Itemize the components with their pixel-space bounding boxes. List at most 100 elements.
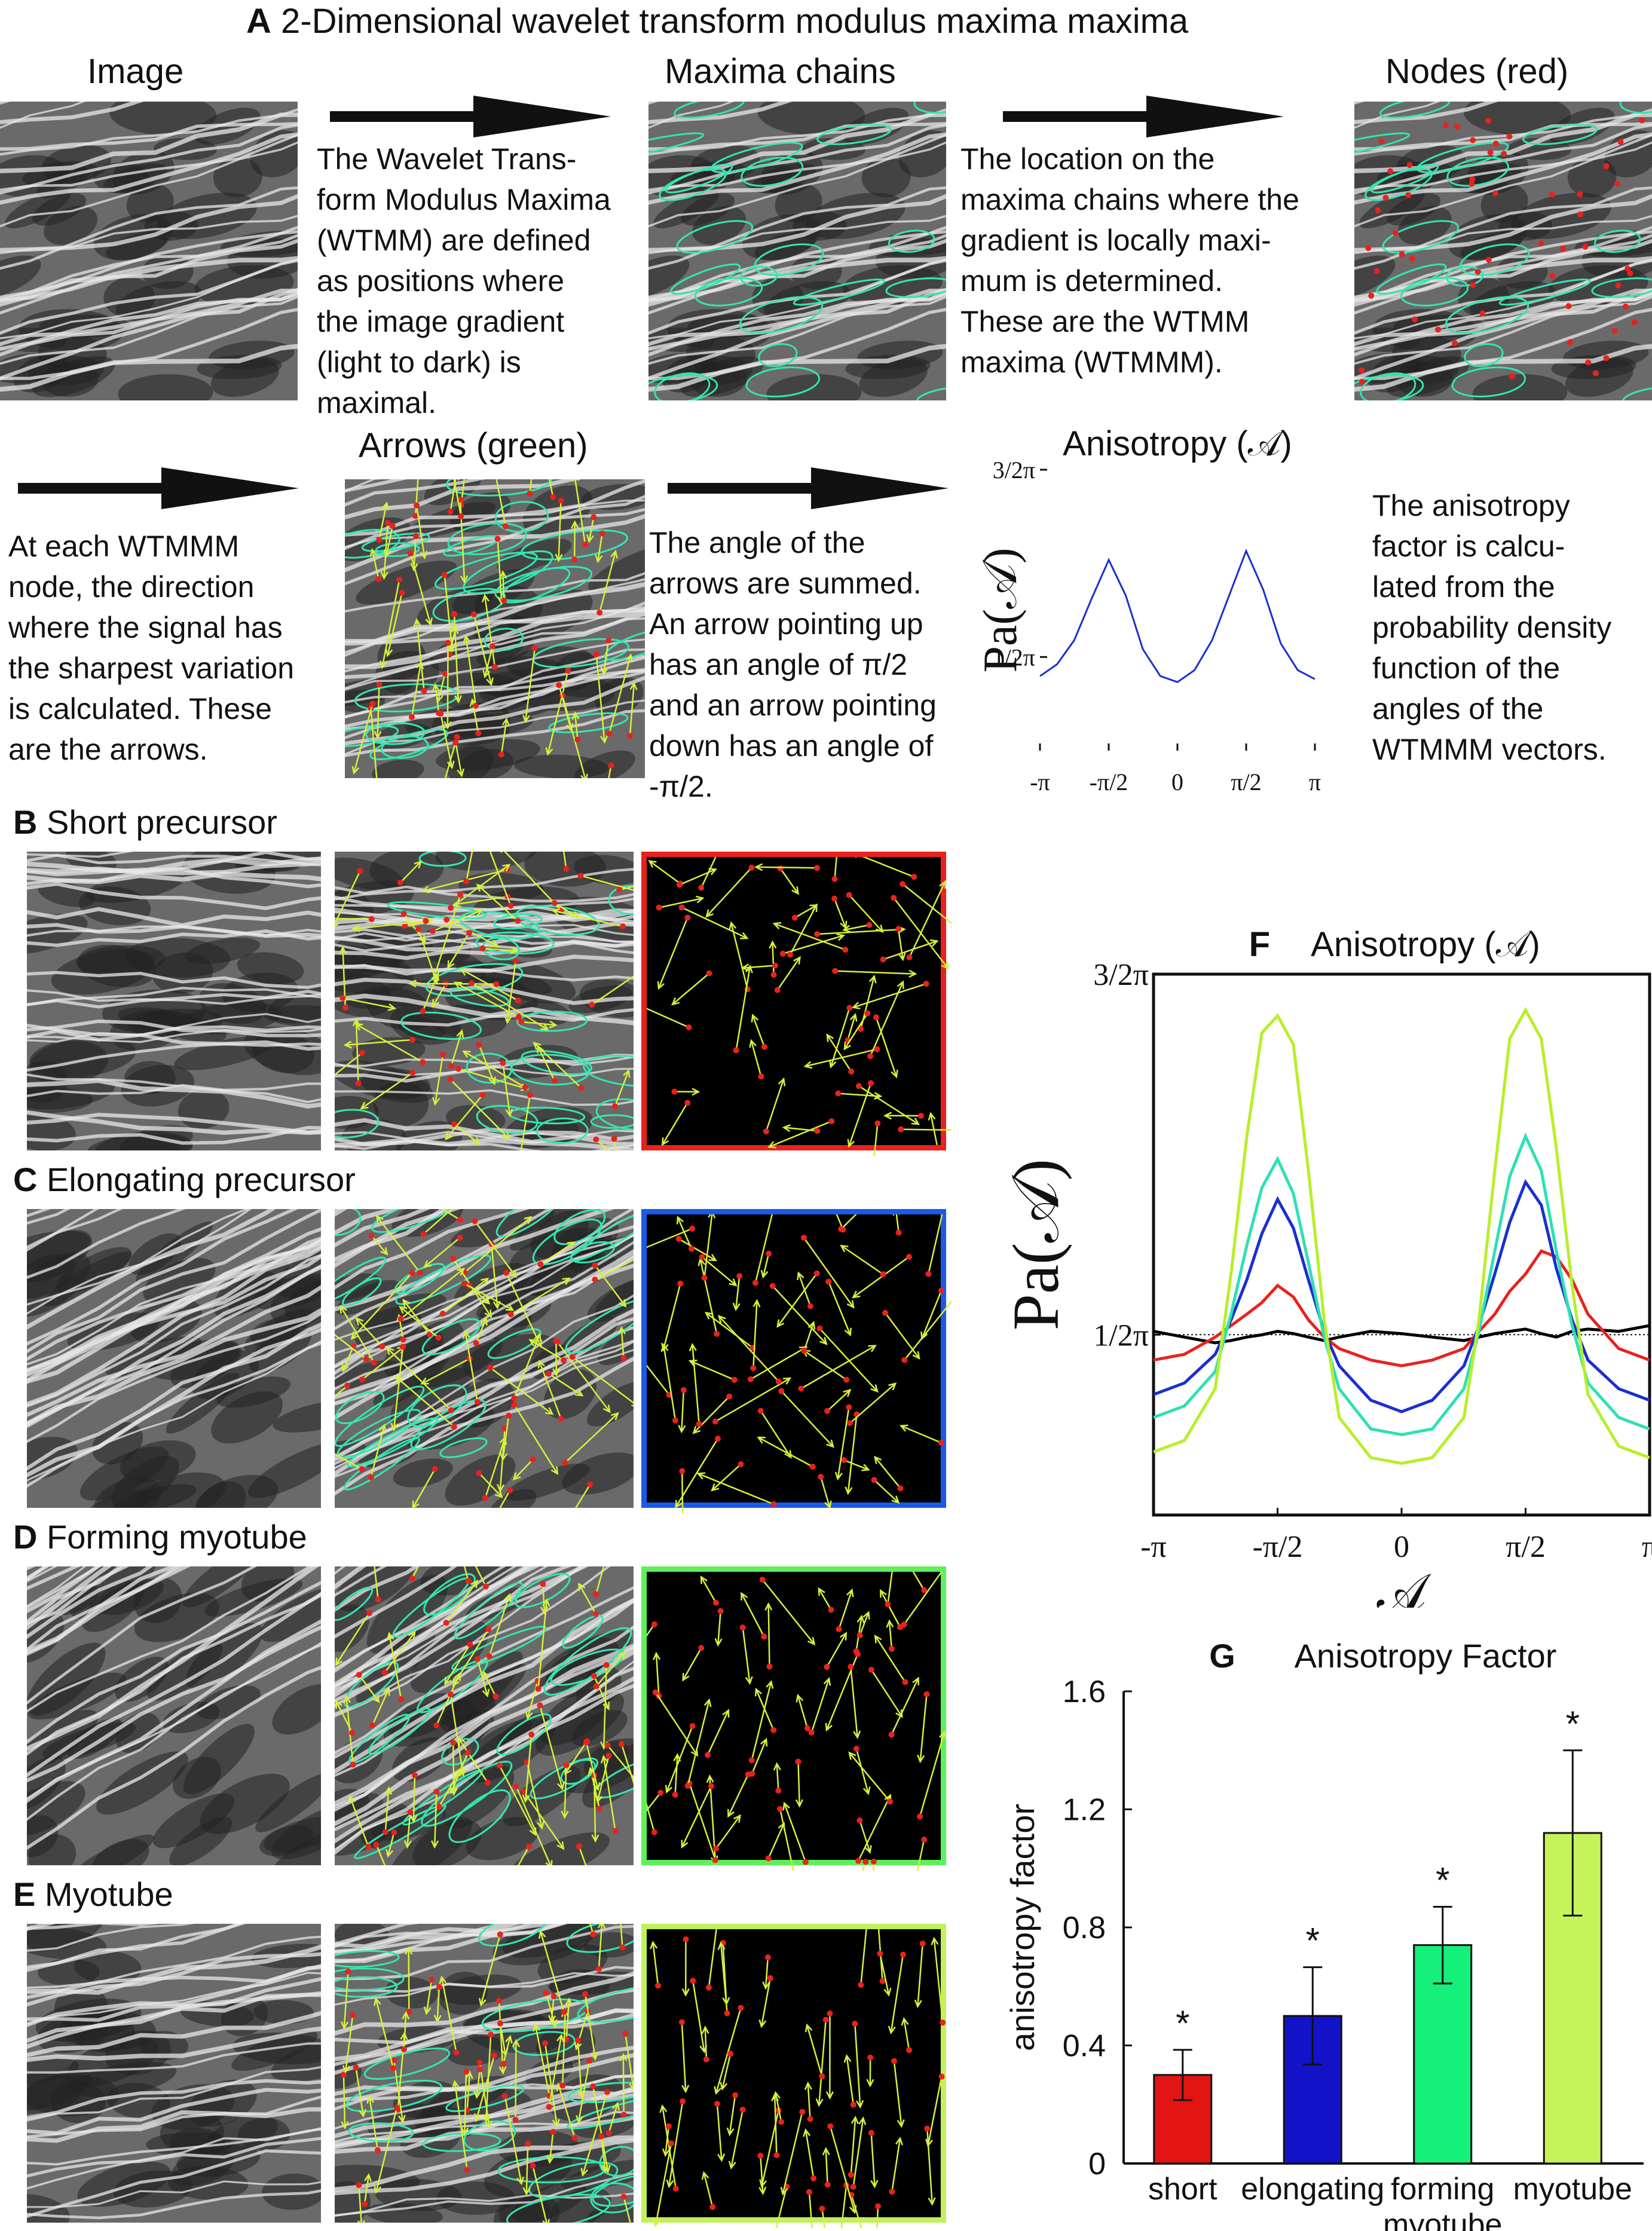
arrow-head [858, 2116, 867, 2125]
wtmmm-node [371, 1359, 377, 1366]
arrow-head [409, 1814, 418, 1823]
arrow-head [824, 1500, 832, 1510]
gradient-arrow [840, 1195, 876, 1230]
membrane-line [27, 1209, 123, 1252]
wtmmm-node [512, 2116, 519, 2123]
arrow-head [504, 1593, 512, 1602]
membrane-line [648, 194, 946, 252]
gradient-arrow [355, 1019, 359, 1084]
gradient-arrow [432, 983, 446, 1007]
gradient-arrow [400, 1268, 464, 1320]
membrane-line [335, 978, 634, 1005]
gradient-arrow [597, 533, 603, 562]
dark-cell-shape [410, 1620, 489, 1693]
gradient-arrow [678, 1238, 717, 1261]
membrane-line [335, 1127, 634, 1147]
arrow-head [480, 1317, 488, 1326]
wtmmm-node [1639, 117, 1645, 124]
arrow-head [617, 1326, 626, 1335]
wtmmm-node [802, 1859, 809, 1865]
maxima-chain [565, 1298, 634, 1354]
arrow-head [804, 2081, 812, 2091]
gradient-arrow [378, 503, 388, 540]
gradient-arrow [840, 2185, 848, 2231]
arrow-head [505, 1108, 513, 1118]
gradient-arrow [513, 1459, 534, 1480]
arrow-head [678, 1425, 686, 1434]
gradient-arrow [825, 2149, 828, 2185]
maxima-chain [536, 1117, 589, 1144]
arrow-head [891, 1495, 900, 1504]
wtmmm-node [696, 1421, 702, 1427]
wtmmm-node [713, 1845, 720, 1851]
wtmmm-node [407, 550, 414, 557]
wtmmm-node [620, 2111, 627, 2118]
wtmmm-node [850, 2184, 856, 2190]
dark-cell-shape [371, 1804, 446, 1841]
wtmmm-node [824, 2181, 831, 2188]
arrow-head [766, 1680, 774, 1689]
significance-marker: * [1306, 1921, 1320, 1961]
gradient-arrow [838, 1589, 853, 1630]
wtmmm-node [491, 664, 498, 671]
wtmmm-node [698, 1645, 705, 1651]
gradient-arrow [465, 636, 477, 706]
gradient-arrow [622, 2054, 625, 2115]
arrow-head [383, 1687, 390, 1696]
wtmmm-node [447, 1076, 454, 1083]
membrane-line [335, 2074, 634, 2111]
wtmmm-node [1611, 328, 1618, 334]
gradient-arrow [421, 1358, 470, 1385]
dark-cell-shape [27, 1230, 93, 1283]
membrane-line [27, 1566, 102, 1609]
gradient-arrow [371, 549, 380, 580]
gradient-arrow [828, 1281, 851, 1336]
membrane-line [335, 963, 634, 982]
gradient-arrow [620, 1744, 634, 1785]
arrow-head [339, 1305, 347, 1314]
gradient-arrow [852, 1256, 910, 1298]
wtmmm-node [686, 1024, 692, 1031]
wtmmm-node [831, 876, 838, 882]
gradient-arrow [600, 2136, 607, 2172]
wtmmm-node [679, 1468, 686, 1474]
wtmmm-node [362, 2201, 368, 2207]
wtmmm-node [440, 1051, 446, 1058]
wtmmm-node [469, 980, 475, 986]
wtmmm-node [1479, 310, 1486, 317]
wtmmm-node [1627, 270, 1633, 277]
wtmmm-node [767, 1975, 773, 1981]
gradient-arrow [534, 2024, 550, 2097]
maxima-chain [369, 729, 448, 760]
wtmmm-node [447, 509, 454, 515]
arrow-head [754, 1687, 762, 1697]
gradient-arrow [455, 742, 463, 776]
gradient-arrow [720, 1943, 728, 2013]
arrow-head [757, 1436, 766, 1444]
wtmmm-node [546, 2104, 552, 2110]
membrane-line [335, 1924, 552, 1964]
gradient-arrow [510, 1278, 570, 1315]
arrow-head [542, 1598, 550, 1607]
maxima-chain [913, 102, 946, 114]
gradient-arrow [595, 654, 605, 742]
dark-cell-shape [582, 1740, 634, 1808]
arrow-head [504, 1015, 512, 1024]
membrane-line [1354, 186, 1652, 270]
gradient-arrow [727, 1774, 749, 1817]
maxima-chain [562, 1614, 604, 1649]
arrow-head [941, 961, 950, 970]
arrow-head [574, 2042, 582, 2051]
membrane-line [27, 971, 321, 989]
gradient-arrow [674, 1754, 678, 1795]
membrane-line [27, 882, 321, 910]
gradient-arrow [706, 867, 752, 917]
wtmmm-node [675, 1235, 682, 1242]
wtmmm-node [497, 2020, 503, 2027]
gradient-arrow [860, 1902, 870, 1985]
membrane-line [27, 1209, 99, 1249]
dark-cell-shape [436, 2181, 516, 2215]
wtmmm-node [396, 576, 403, 583]
wtmmm-node [578, 1085, 585, 1091]
arrow-head [335, 922, 339, 928]
